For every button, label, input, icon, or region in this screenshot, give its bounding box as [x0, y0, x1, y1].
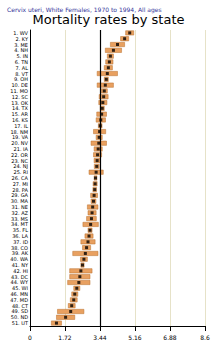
svg-text:17. IL: 17. IL — [14, 122, 28, 129]
svg-text:48. CT: 48. CT — [11, 302, 28, 309]
svg-text:2. KY: 2. KY — [15, 35, 28, 42]
svg-text:32. AZ: 32. AZ — [11, 209, 28, 216]
svg-text:38. CO: 38. CO — [11, 244, 28, 251]
svg-text:8.6: 8.6 — [200, 334, 210, 341]
svg-text:16. KS: 16. KS — [12, 117, 28, 123]
svg-text:10. DE: 10. DE — [11, 82, 28, 89]
svg-text:50. ND: 50. ND — [10, 314, 28, 321]
svg-text:47. MD: 47. MD — [10, 296, 28, 303]
svg-text:41. NY: 41. NY — [11, 262, 28, 269]
svg-text:5. IN: 5. IN — [16, 53, 28, 60]
svg-text:7. AL: 7. AL — [15, 64, 28, 71]
svg-text:45. WI: 45. WI — [12, 285, 28, 292]
svg-text:28. PA: 28. PA — [12, 186, 28, 193]
svg-text:6.88: 6.88 — [163, 334, 177, 341]
svg-text:15. AR: 15. AR — [11, 111, 28, 118]
svg-text:5.16: 5.16 — [128, 334, 142, 341]
svg-text:49. SD: 49. SD — [11, 308, 28, 315]
svg-text:1.72: 1.72 — [58, 334, 72, 341]
svg-text:20. NV: 20. NV — [11, 140, 28, 147]
svg-text:1. WV: 1. WV — [13, 29, 28, 36]
svg-text:25. RI: 25. RI — [13, 169, 28, 176]
svg-text:24. NJ: 24. NJ — [13, 163, 28, 170]
svg-text:3.44: 3.44 — [93, 334, 107, 341]
svg-text:34. MT: 34. MT — [11, 221, 28, 228]
svg-text:44. WY: 44. WY — [10, 279, 28, 286]
svg-text:35. FL: 35. FL — [12, 227, 28, 234]
svg-text:12. SC: 12. SC — [11, 93, 28, 100]
svg-text:37. ID: 37. ID — [13, 238, 28, 245]
svg-text:42. HI: 42. HI — [13, 267, 28, 274]
svg-text:8. VT: 8. VT — [15, 70, 28, 77]
svg-text:31. NE: 31. NE — [11, 204, 28, 210]
svg-text:43. DC: 43. DC — [11, 273, 28, 280]
svg-text:Mortality rates by state: Mortality rates by state — [32, 12, 184, 27]
svg-text:33. MS: 33. MS — [11, 215, 28, 222]
svg-text:18. NM: 18. NM — [10, 128, 28, 135]
svg-text:11. MO: 11. MO — [10, 87, 28, 94]
svg-text:4. NH: 4. NH — [14, 47, 28, 54]
svg-text:9. OH: 9. OH — [13, 76, 28, 83]
svg-text:0: 0 — [28, 334, 32, 341]
svg-text:6. TN: 6. TN — [14, 58, 28, 65]
svg-text:39. AK: 39. AK — [11, 250, 28, 257]
svg-text:29. GA: 29. GA — [11, 192, 28, 199]
svg-text:46. MN: 46. MN — [10, 291, 28, 298]
svg-text:26. CA: 26. CA — [11, 175, 28, 181]
svg-text:22. OR: 22. OR — [11, 151, 28, 158]
svg-text:23. NC: 23. NC — [11, 157, 28, 164]
svg-text:30. MA: 30. MA — [10, 198, 28, 205]
svg-text:3. ME: 3. ME — [14, 41, 28, 48]
svg-text:Cervix uteri, White Females, 1: Cervix uteri, White Females, 1970 to 199… — [7, 5, 162, 13]
svg-text:13. OK: 13. OK — [11, 99, 28, 106]
svg-text:19. VA: 19. VA — [11, 134, 28, 141]
svg-text:51. UT: 51. UT — [12, 320, 29, 326]
svg-text:14. TX: 14. TX — [12, 105, 28, 112]
svg-text:40. WA: 40. WA — [10, 256, 28, 263]
svg-text:21. IA: 21. IA — [13, 146, 28, 152]
svg-text:27. MI: 27. MI — [12, 180, 28, 187]
svg-text:36. LA: 36. LA — [12, 233, 28, 239]
